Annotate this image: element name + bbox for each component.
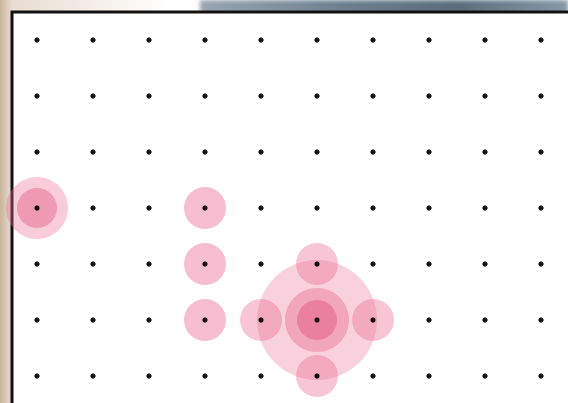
dot[interactable] (314, 205, 319, 210)
dot[interactable] (370, 37, 375, 42)
dot[interactable] (90, 149, 95, 154)
dot[interactable] (146, 149, 151, 154)
dot[interactable] (258, 37, 263, 42)
dot[interactable] (426, 261, 431, 266)
dot[interactable] (482, 37, 487, 42)
dot[interactable] (34, 37, 39, 42)
dot[interactable] (90, 317, 95, 322)
dot[interactable] (146, 373, 151, 378)
dot[interactable] (258, 373, 263, 378)
dot[interactable] (202, 149, 207, 154)
dot[interactable] (370, 261, 375, 266)
dot[interactable] (258, 205, 263, 210)
dot[interactable] (538, 261, 543, 266)
dot[interactable] (370, 205, 375, 210)
dot[interactable] (314, 93, 319, 98)
dot[interactable] (258, 149, 263, 154)
dot[interactable] (426, 205, 431, 210)
dot[interactable] (90, 205, 95, 210)
dot[interactable] (258, 93, 263, 98)
dot[interactable] (538, 93, 543, 98)
dot[interactable] (426, 93, 431, 98)
dot[interactable] (146, 317, 151, 322)
dot[interactable] (482, 261, 487, 266)
dot[interactable] (146, 205, 151, 210)
dot[interactable] (202, 261, 207, 266)
dot[interactable] (90, 261, 95, 266)
dot[interactable] (314, 37, 319, 42)
dot[interactable] (146, 261, 151, 266)
dot[interactable] (314, 373, 319, 378)
dot[interactable] (314, 149, 319, 154)
dot[interactable] (258, 317, 263, 322)
dot[interactable] (34, 373, 39, 378)
dot[interactable] (538, 317, 543, 322)
dot[interactable] (314, 261, 319, 266)
dot[interactable] (202, 373, 207, 378)
dot[interactable] (314, 317, 319, 322)
dot[interactable] (426, 373, 431, 378)
dot[interactable] (90, 93, 95, 98)
dot[interactable] (34, 93, 39, 98)
dot[interactable] (482, 93, 487, 98)
dot[interactable] (482, 317, 487, 322)
dot[interactable] (482, 205, 487, 210)
dot[interactable] (258, 261, 263, 266)
dot[interactable] (202, 317, 207, 322)
dot[interactable] (538, 149, 543, 154)
dot[interactable] (370, 149, 375, 154)
dot[interactable] (146, 37, 151, 42)
dot[interactable] (538, 205, 543, 210)
dot[interactable] (482, 373, 487, 378)
page: (() => { const g = document.getElementBy… (0, 0, 568, 403)
dot[interactable] (538, 37, 543, 42)
dot[interactable] (426, 149, 431, 154)
dot[interactable] (90, 373, 95, 378)
dot-board (0, 0, 568, 403)
dot[interactable] (34, 149, 39, 154)
dot[interactable] (146, 93, 151, 98)
dot[interactable] (482, 149, 487, 154)
dot[interactable] (202, 93, 207, 98)
dot[interactable] (426, 37, 431, 42)
dot[interactable] (370, 317, 375, 322)
dot[interactable] (34, 205, 39, 210)
dot[interactable] (202, 205, 207, 210)
dot[interactable] (34, 317, 39, 322)
dot[interactable] (370, 93, 375, 98)
dot[interactable] (34, 261, 39, 266)
dot[interactable] (90, 37, 95, 42)
dot[interactable] (426, 317, 431, 322)
dot[interactable] (202, 37, 207, 42)
dot[interactable] (370, 373, 375, 378)
dot[interactable] (538, 373, 543, 378)
